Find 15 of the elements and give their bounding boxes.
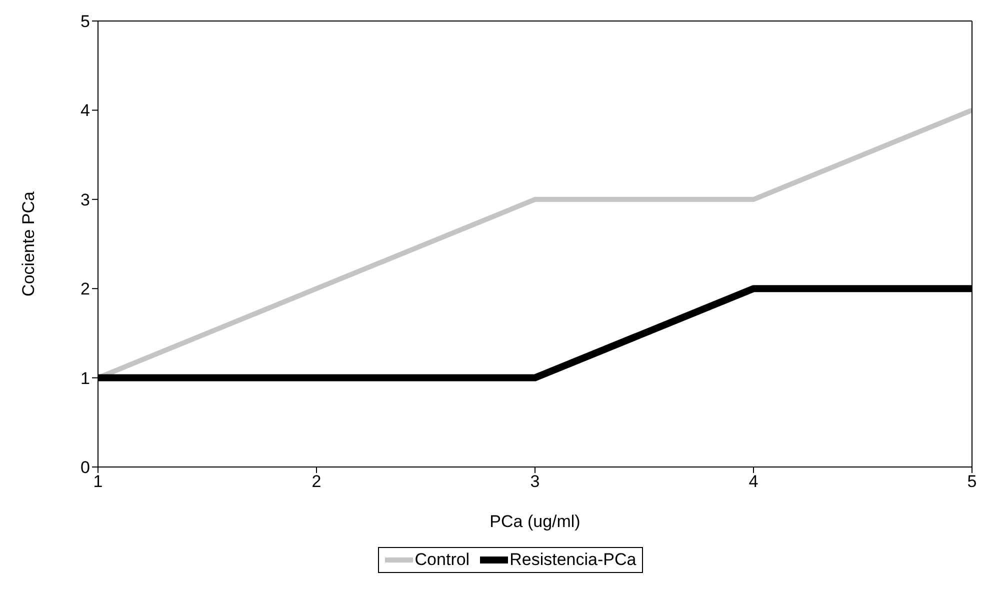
y-tick-label: 1 bbox=[80, 368, 90, 388]
x-axis-title: PCa (ug/ml) bbox=[490, 512, 580, 531]
y-axis-title: Cociente PCa bbox=[19, 191, 38, 296]
x-tick-label: 3 bbox=[530, 472, 540, 492]
y-tick-label: 0 bbox=[80, 458, 90, 478]
x-tick-label: 5 bbox=[967, 472, 977, 492]
legend-label: Control bbox=[414, 550, 470, 570]
y-tick-label: 4 bbox=[80, 101, 90, 120]
x-tick-label: 2 bbox=[312, 472, 322, 492]
y-tick-label: 2 bbox=[80, 280, 90, 299]
legend-label: Resistencia-PCa bbox=[508, 550, 636, 570]
y-tick-label: 3 bbox=[80, 190, 90, 210]
x-tick-label: 4 bbox=[748, 472, 758, 492]
x-tick-label: 1 bbox=[93, 472, 103, 492]
y-tick-label: 5 bbox=[80, 12, 90, 32]
